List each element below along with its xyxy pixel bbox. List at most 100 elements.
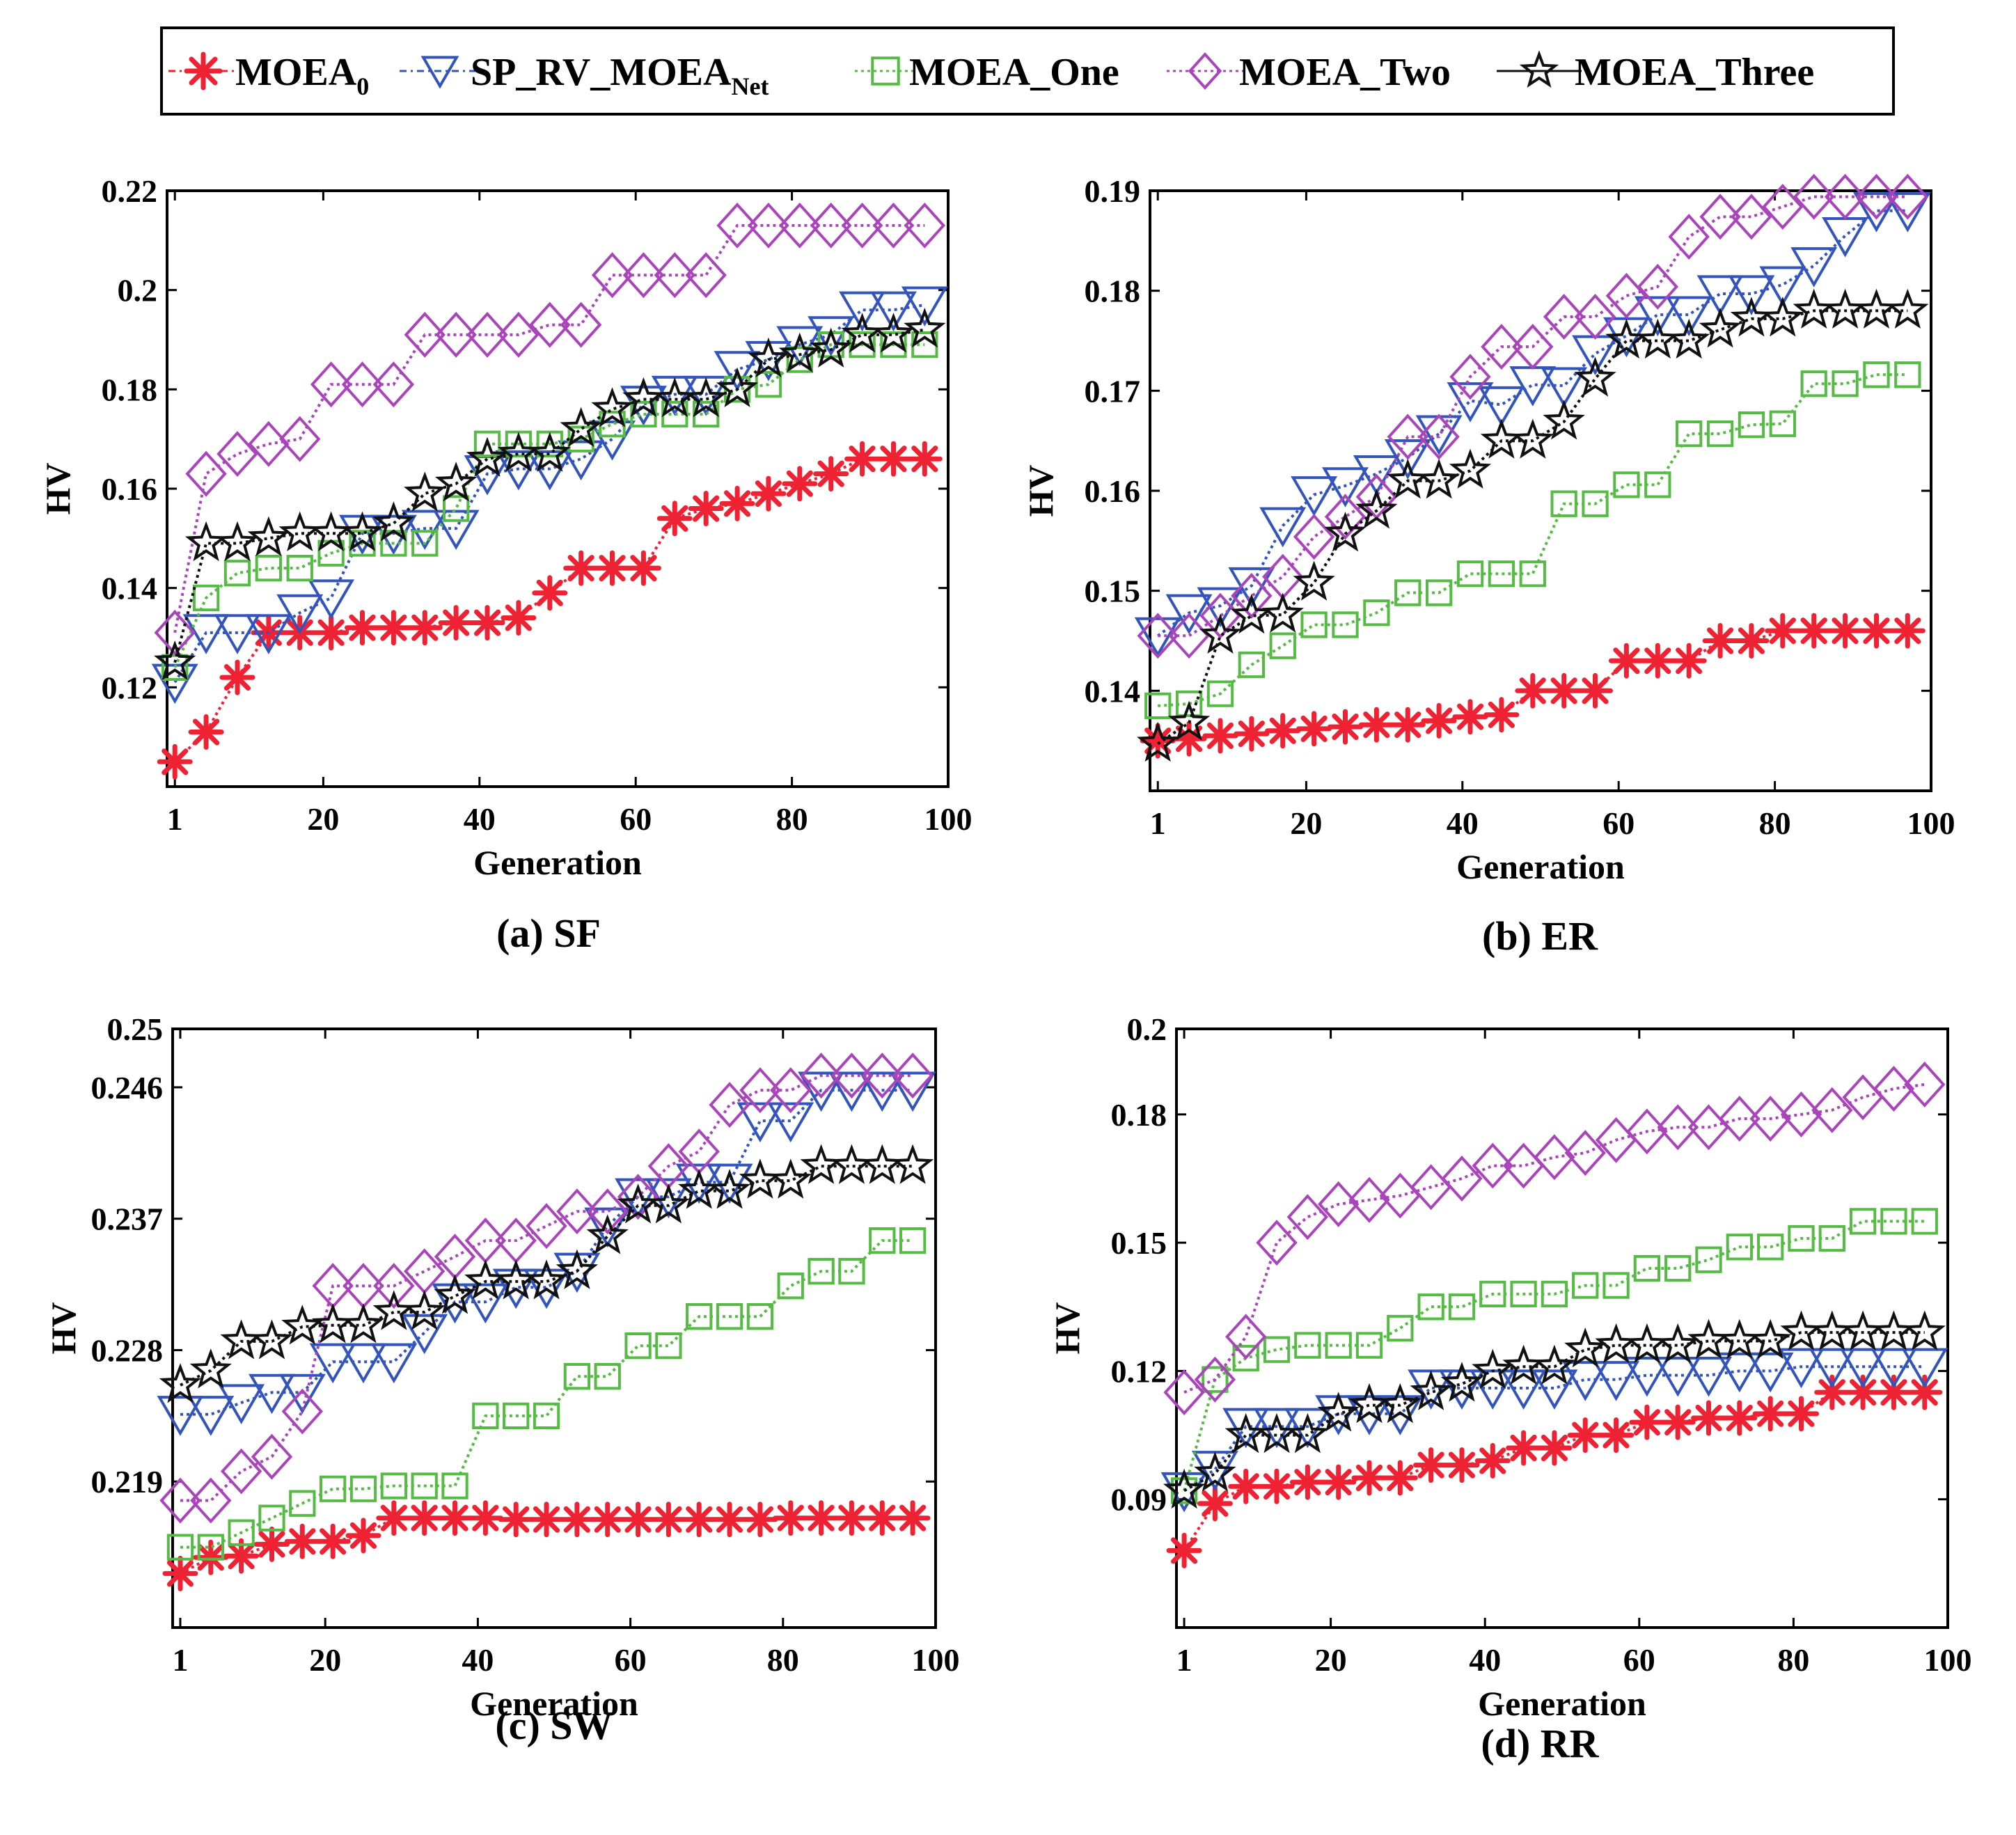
x-tick-label: 40 [1447, 805, 1479, 841]
legend-label-moea0: MOEA0 [235, 51, 369, 100]
data-point-three [1657, 1323, 1699, 1364]
legend-label-subscript: Net [731, 72, 769, 100]
data-point-three [586, 1214, 629, 1254]
data-point-moea0 [1752, 1396, 1788, 1432]
x-tick-label: 60 [620, 801, 652, 837]
data-point-one [1332, 611, 1359, 638]
data-point-moea0 [1421, 702, 1457, 739]
data-point-one [1726, 1234, 1753, 1261]
series-two [154, 202, 946, 656]
data-point-three [872, 313, 915, 353]
data-point-one [258, 1504, 285, 1531]
series-line-one [173, 343, 925, 668]
data-point-two [220, 1448, 262, 1495]
data-point-three [525, 1259, 568, 1300]
x-axis-label: Generation [470, 1684, 638, 1723]
data-point-one [1572, 1272, 1599, 1299]
data-point-three [434, 1274, 476, 1314]
data-point-one [1387, 1314, 1414, 1342]
data-point-three [1167, 700, 1211, 741]
y-tick-label: 0.15 [1111, 1225, 1167, 1261]
data-point-moea0 [1796, 613, 1832, 649]
data-point-three [1199, 613, 1242, 654]
data-point-sprv [1654, 1356, 1701, 1397]
legend-entry-three: MOEA_Three [1497, 50, 1814, 94]
data-point-sprv [401, 1314, 448, 1355]
data-point-three [154, 640, 196, 681]
data-point-moea0 [876, 441, 911, 477]
data-point-sprv [808, 316, 855, 356]
data-point-sprv [218, 1384, 265, 1424]
data-point-moea0 [1577, 672, 1613, 709]
data-point-moea0 [1452, 699, 1488, 735]
data-point-two [748, 202, 789, 249]
data-point-sprv [1134, 617, 1181, 658]
data-point-one [746, 1303, 774, 1330]
data-point-two [1749, 1096, 1791, 1142]
data-point-sprv [901, 286, 948, 327]
legend-entry-one: MOEA_One [855, 51, 1119, 94]
series-three [1137, 288, 1929, 762]
data-point-one [1911, 1208, 1938, 1235]
data-point-moea0 [1444, 1447, 1480, 1483]
data-point-one [838, 1258, 865, 1285]
x-tick-label: 20 [309, 1642, 341, 1678]
data-point-sprv [309, 1343, 356, 1384]
data-point-two [622, 252, 665, 299]
data-point-three [708, 1169, 751, 1209]
data-point-moea0 [315, 1523, 351, 1559]
data-point-two [591, 252, 633, 299]
data-point-one [563, 1363, 591, 1390]
data-point-one [1894, 361, 1921, 388]
data-point-moea0 [1382, 1460, 1418, 1496]
data-point-one [1788, 1224, 1815, 1252]
y-tick-label: 0.18 [1111, 1097, 1167, 1133]
y-tick-label: 0.2 [118, 273, 158, 308]
data-point-two [1348, 1176, 1390, 1223]
data-point-two [1626, 1108, 1668, 1155]
data-point-two [1904, 1061, 1946, 1108]
data-point-three [1317, 1392, 1360, 1432]
data-point-three [1410, 1370, 1452, 1410]
data-point-sprv [889, 1071, 936, 1112]
legend-entry-two: MOEA_Two [1167, 51, 1451, 94]
data-point-one [1425, 579, 1453, 606]
data-point-moea0 [656, 501, 693, 537]
data-point-one [1238, 651, 1266, 679]
series-line-one [1183, 1220, 1925, 1491]
data-point-sprv [589, 420, 636, 461]
data-point-sprv [340, 1343, 387, 1384]
data-point-one [197, 1534, 224, 1561]
x-axis-label: Generation [473, 843, 642, 882]
y-tick-label: 0.18 [1085, 274, 1141, 309]
chart-panel-4: 1 20 40 60 80 100 0.09 0.12 0.15 0.18 0.2 Generatio… [1048, 1011, 1972, 1766]
data-point-sprv [308, 579, 355, 620]
data-point-three [1903, 1310, 1946, 1350]
data-point-sprv [1790, 247, 1838, 288]
data-point-one [1664, 1254, 1692, 1282]
series-moea0 [157, 441, 943, 780]
legend-label-sprv: SP_RV_MOEANet [471, 51, 769, 100]
data-point-moea0 [1875, 1374, 1912, 1410]
data-point-sprv [615, 1178, 662, 1219]
data-point-three [716, 367, 759, 408]
data-point-two [1137, 613, 1179, 659]
data-point-one [693, 400, 720, 428]
data-point-two [770, 1067, 812, 1114]
data-point-one [1800, 370, 1827, 397]
data-point-three [434, 462, 478, 502]
data-point-two [556, 1188, 598, 1235]
data-point-sprv [182, 614, 230, 654]
data-point-sprv [1634, 296, 1681, 337]
data-point-two [1824, 173, 1866, 220]
panel-caption: (d) RR [1481, 1721, 1599, 1766]
data-point-two [1225, 1314, 1267, 1360]
data-point-moea0 [1289, 1464, 1325, 1500]
data-point-two [1793, 173, 1835, 220]
data-point-three [1324, 512, 1367, 552]
data-point-sprv [1541, 367, 1588, 408]
data-point-moea0 [594, 550, 630, 586]
data-point-moea0 [1859, 613, 1894, 649]
data-point-moea0 [1702, 623, 1738, 659]
data-point-one [1769, 410, 1796, 437]
